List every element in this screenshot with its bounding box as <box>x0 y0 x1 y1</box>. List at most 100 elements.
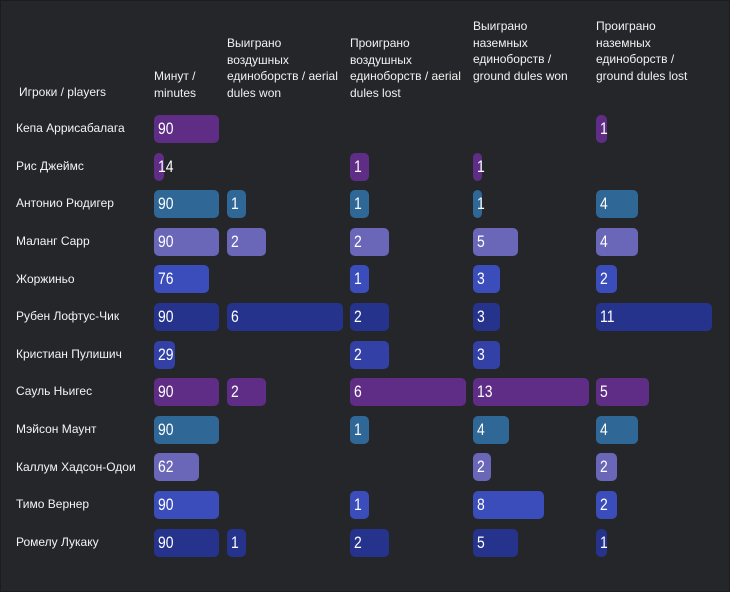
value-label: 4 <box>477 419 485 439</box>
value-label: 90 <box>158 382 174 402</box>
value-label: 29 <box>158 344 174 364</box>
value-label: 8 <box>477 495 485 514</box>
player-name: Жоржиньо <box>16 271 75 286</box>
value-label: 5 <box>477 231 485 251</box>
header-players: Игроки / players <box>19 85 106 99</box>
value-label: 90 <box>158 119 174 138</box>
value-bar <box>473 528 518 557</box>
value-bar <box>350 340 389 369</box>
value-label: 2 <box>231 382 239 402</box>
value-bar <box>596 528 607 557</box>
value-label: 4 <box>600 231 608 251</box>
value-bar <box>227 303 343 331</box>
value-bar <box>350 491 369 519</box>
value-bar <box>596 491 617 519</box>
value-bar <box>227 528 246 557</box>
value-label: 2 <box>600 457 608 477</box>
player-name: Кепа Аррисабалага <box>16 121 125 136</box>
value-bar <box>350 227 389 256</box>
value-label: 1 <box>600 119 608 138</box>
value-label: 1 <box>354 495 362 514</box>
value-bar <box>596 115 607 143</box>
value-label: 2 <box>354 231 362 251</box>
value-bar <box>350 265 369 294</box>
value-bar <box>596 303 712 331</box>
value-bar <box>596 453 617 482</box>
value-label: 2 <box>600 269 608 289</box>
value-bar <box>154 491 219 519</box>
value-bar <box>473 378 589 407</box>
value-label: 3 <box>477 344 485 364</box>
value-label: 1 <box>231 194 239 214</box>
value-bar <box>154 115 219 143</box>
player-name: Маланг Сарр <box>16 234 90 249</box>
value-bar <box>350 303 389 331</box>
value-bar <box>596 190 638 219</box>
value-bar <box>596 415 638 444</box>
value-label: 76 <box>158 269 174 289</box>
value-label: 3 <box>477 269 485 289</box>
player-name: Рис Джеймс <box>16 158 84 173</box>
header-aerial-won: Выиграно воздушных единоборств / aerial … <box>227 36 338 100</box>
value-bar <box>154 340 175 369</box>
value-label: 5 <box>600 382 608 402</box>
player-name: Кристиан Пулишич <box>16 346 122 361</box>
value-label: 2 <box>354 532 362 552</box>
value-bar <box>350 152 369 181</box>
value-label: 1 <box>231 532 239 552</box>
value-label: 2 <box>477 457 485 477</box>
value-bar <box>154 453 199 482</box>
value-label: 11 <box>600 307 615 326</box>
value-bar <box>473 190 482 219</box>
value-label: 90 <box>158 419 174 439</box>
value-label: 4 <box>600 419 608 439</box>
value-label: 2 <box>600 495 608 514</box>
value-bar <box>154 415 219 444</box>
value-bar <box>350 190 369 219</box>
value-bar <box>154 152 164 181</box>
value-bar <box>154 303 219 331</box>
header-ground-lost: Проиграно наземных единоборств / ground … <box>596 19 688 83</box>
value-label: 5 <box>477 532 485 552</box>
value-bar <box>596 378 649 407</box>
value-label: 1 <box>354 419 362 439</box>
player-name: Каллум Хадсон-Одои <box>16 459 136 474</box>
player-name: Рубен Лофтус-Чик <box>16 309 120 324</box>
value-label: 6 <box>231 307 239 326</box>
value-bar <box>154 265 209 294</box>
value-bar <box>473 152 482 181</box>
value-label: 13 <box>477 382 493 402</box>
player-name: Мэйсон Маунт <box>16 422 97 437</box>
value-label: 2 <box>231 231 239 251</box>
value-bar <box>227 190 246 219</box>
value-label: 2 <box>354 344 362 364</box>
value-label: 1 <box>600 532 608 552</box>
value-label: 90 <box>158 532 174 552</box>
value-label: 90 <box>158 194 174 214</box>
value-bar <box>350 378 466 407</box>
player-name: Сауль Ньигес <box>16 384 93 399</box>
value-label: 90 <box>158 495 174 514</box>
player-name: Антонио Рюдигер <box>16 196 114 211</box>
value-bar <box>473 453 491 482</box>
value-label: 90 <box>158 231 174 251</box>
value-label: 90 <box>158 307 174 326</box>
player-name: Ромелу Лукаку <box>16 534 99 549</box>
value-bar <box>473 491 544 519</box>
value-label: 1 <box>354 194 362 214</box>
value-bar <box>350 528 389 557</box>
value-bar <box>154 190 219 219</box>
player-name: Тимо Вернер <box>16 497 90 512</box>
value-bar <box>227 378 266 407</box>
value-label: 1 <box>354 269 362 289</box>
value-label: 62 <box>158 457 174 477</box>
header-aerial-lost: Проиграно воздушных единоборств / aerial… <box>350 36 461 100</box>
value-bar <box>350 415 369 444</box>
value-bar <box>154 528 219 557</box>
value-bar <box>473 340 500 369</box>
value-bar <box>596 265 617 294</box>
value-bar <box>154 227 219 256</box>
value-bar <box>473 265 500 294</box>
value-label: 1 <box>477 156 485 176</box>
value-label: 3 <box>477 307 485 326</box>
